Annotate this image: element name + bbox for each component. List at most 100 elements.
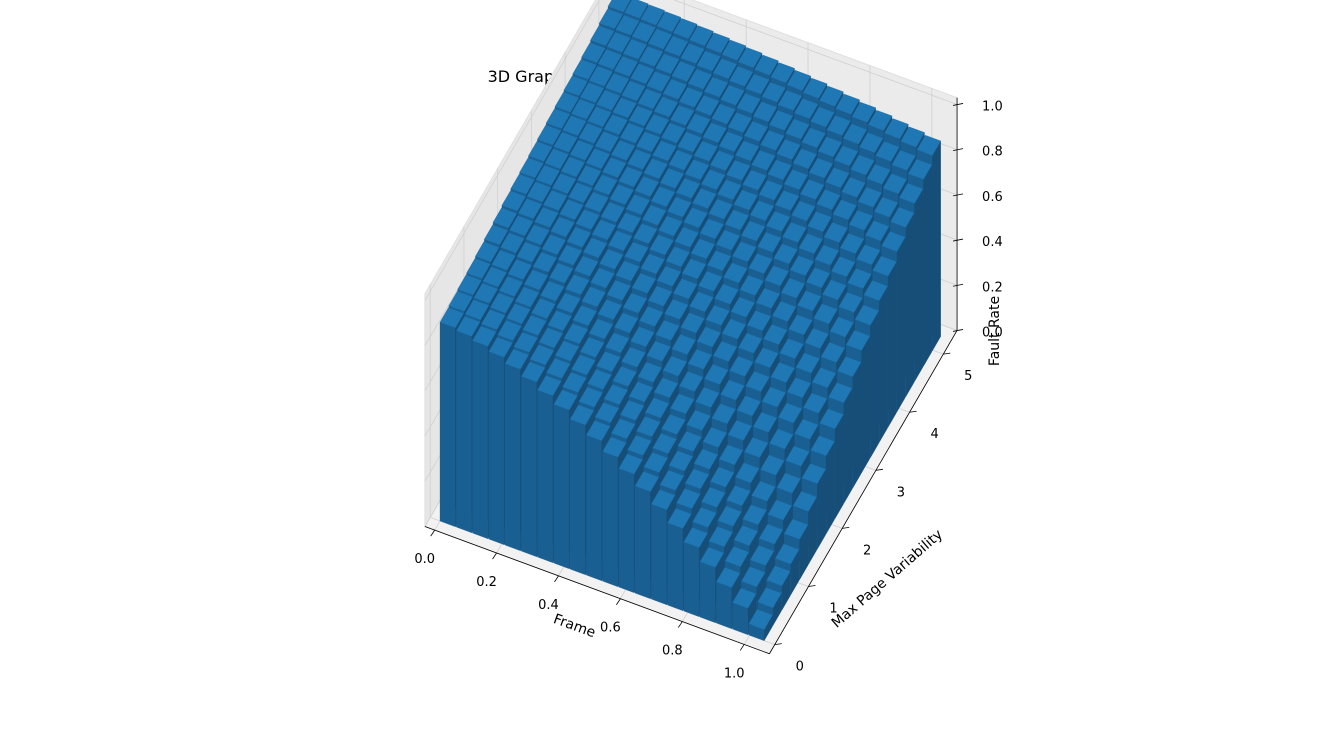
bar-top-face <box>622 38 648 60</box>
bar-front-face <box>537 389 554 563</box>
bar-top-face <box>566 226 592 248</box>
bar-top-face <box>675 178 701 199</box>
bar-top-face <box>547 310 572 331</box>
bar-top-face <box>545 108 571 129</box>
bar-top-face <box>448 291 473 312</box>
y-tick-label: 5 <box>964 369 972 384</box>
bar-top-face <box>761 386 787 408</box>
bar-top-face <box>754 347 779 368</box>
bar-top-face <box>507 259 532 280</box>
bar-top-face <box>721 318 747 340</box>
bar-top-face <box>644 114 670 135</box>
bar-top-face <box>671 334 696 355</box>
bar-top-face <box>702 427 727 448</box>
bar-top-face <box>656 11 681 32</box>
bar-top-face <box>612 366 637 387</box>
bar-top-face <box>850 154 875 176</box>
bar-top-face <box>605 73 630 94</box>
bar-top-face <box>689 291 714 313</box>
bar-top-face <box>783 169 809 190</box>
bar-top-face <box>650 186 676 207</box>
bar-top-face <box>619 122 645 144</box>
bar-top-face <box>764 265 789 287</box>
bar-top-face <box>593 174 618 196</box>
bar-top-face <box>591 219 617 241</box>
x-tick-mark <box>430 529 436 537</box>
bar-top-face <box>866 164 891 185</box>
bar-top-face <box>488 336 513 358</box>
bar-top-face <box>554 91 580 113</box>
bar-top-face <box>528 141 553 162</box>
bar-top-face <box>712 58 738 79</box>
bar-top-face <box>770 362 795 383</box>
bar-front-face <box>716 581 732 629</box>
bar-top-face <box>707 250 732 271</box>
bar-top-face <box>698 271 723 292</box>
bar-top-face <box>740 220 766 242</box>
x-tick-mark <box>739 644 745 651</box>
bar-top-face <box>655 53 680 75</box>
bar-top-face <box>705 32 730 54</box>
bar-top-face <box>785 445 810 467</box>
bar-top-face <box>498 276 524 297</box>
bar-top-face <box>596 351 621 372</box>
bar-top-face <box>605 332 630 354</box>
bar-top-face <box>782 222 807 243</box>
bar-top-face <box>624 241 649 263</box>
bar-top-face <box>616 212 642 233</box>
bar-top-face <box>671 61 696 82</box>
bar-top-face <box>540 280 565 302</box>
bar-top-face <box>554 340 580 362</box>
bar-top-face <box>867 110 893 131</box>
bar-front-face <box>667 522 684 611</box>
bar-top-face <box>856 244 881 265</box>
bar-top-face <box>801 463 826 484</box>
bar-top-face <box>780 277 806 299</box>
bar-top-face <box>701 169 726 190</box>
bar-top-face <box>711 403 736 424</box>
bar-top-face <box>665 246 690 267</box>
bar-top-face <box>585 148 611 169</box>
bar-top-face <box>822 279 847 301</box>
bar-top-face <box>746 310 772 331</box>
bar-top-face <box>627 149 652 170</box>
bar-front-face <box>521 376 537 557</box>
bar-top-face <box>609 184 634 205</box>
bar-top-face <box>457 274 482 296</box>
bar-top-face <box>738 332 763 354</box>
bar-top-face <box>684 159 710 180</box>
bar-top-face <box>607 0 631 13</box>
x-axis-label: Frame <box>551 611 597 641</box>
y-tick-label: 0 <box>796 660 804 675</box>
bar-top-face <box>515 286 540 308</box>
grid-line <box>424 0 600 301</box>
bar-top-face <box>651 489 676 510</box>
bar-top-face <box>847 268 872 289</box>
bar-top-face <box>647 285 673 307</box>
y-axis-label: Max Page Variability <box>829 527 946 632</box>
bar-top-face <box>578 386 603 408</box>
bar-top-face <box>662 78 687 100</box>
bar-top-face <box>513 332 538 353</box>
bar-top-face <box>588 318 614 340</box>
bar-top-face <box>768 110 794 131</box>
bar-top-face <box>491 249 516 271</box>
bar-top-face <box>865 220 890 242</box>
bar-top-face <box>546 358 571 379</box>
bar-top-face <box>549 262 574 284</box>
bar-side-face <box>843 387 853 505</box>
z-tick-mark <box>952 283 964 287</box>
y-tick-mark <box>875 468 883 471</box>
y-tick-mark <box>774 643 782 645</box>
bar-top-face <box>744 437 769 458</box>
bar-top-face <box>581 42 606 63</box>
bar-top-face <box>831 256 856 277</box>
bar-top-face <box>680 312 705 334</box>
bar-side-face <box>914 188 924 383</box>
bar-top-face <box>741 566 766 588</box>
bar-top-face <box>563 323 589 344</box>
bar-front-face <box>472 340 489 539</box>
x-tick-label: 1.0 <box>724 666 745 681</box>
bar-top-face <box>571 354 596 376</box>
